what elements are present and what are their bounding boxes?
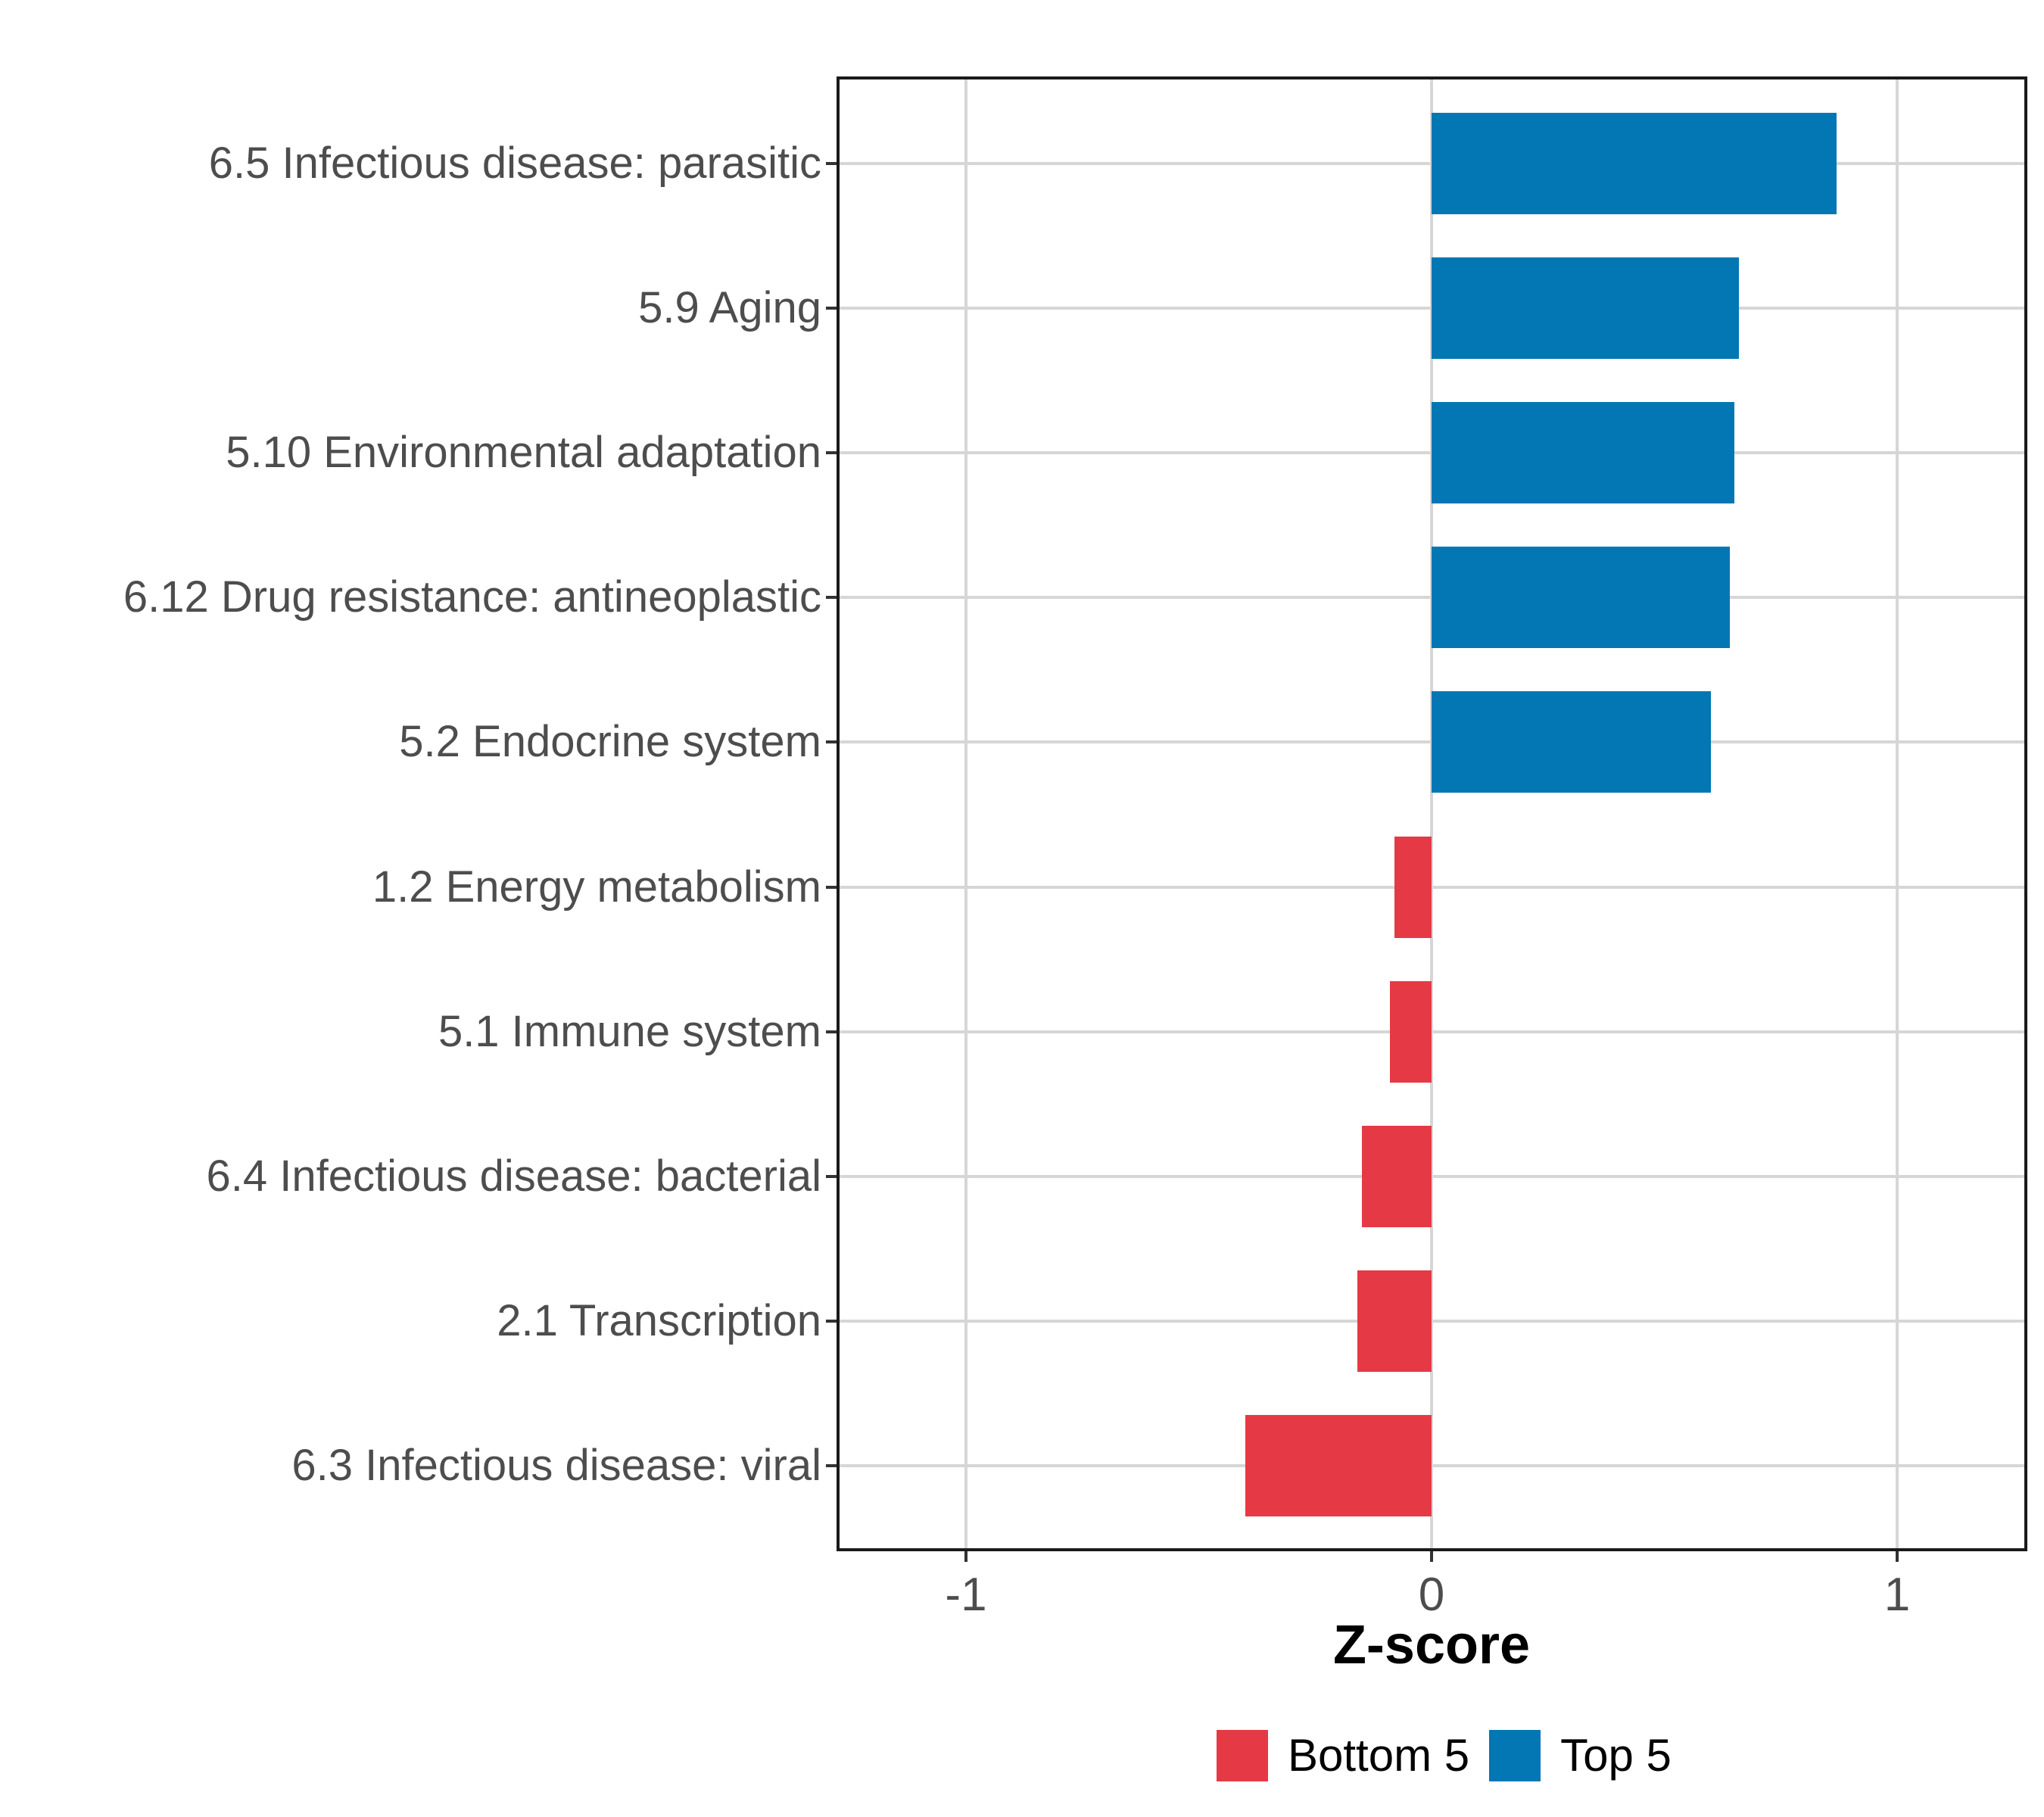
category-label: 2.1 Transcription (497, 1295, 821, 1345)
y-axis-tick (826, 162, 837, 165)
category-label: 6.3 Infectious disease: viral (291, 1440, 821, 1490)
y-gridline (837, 1463, 2027, 1467)
x-axis-tick (1896, 1551, 1899, 1562)
bar-top5 (1432, 257, 1739, 360)
y-axis-tick (826, 1030, 837, 1033)
bar-top5 (1432, 113, 1837, 214)
category-label: 5.9 Aging (638, 283, 821, 333)
bar-top5 (1432, 402, 1734, 504)
x-axis-tick-label: -1 (945, 1569, 987, 1621)
y-axis-tick (826, 596, 837, 600)
category-label: 6.12 Drug resistance: antineoplastic (123, 572, 821, 622)
y-gridline (837, 885, 2027, 889)
y-axis-tick (826, 885, 837, 889)
x-gridline (964, 76, 967, 1551)
y-axis-tick (826, 451, 837, 455)
legend-label: Bottom 5 (1288, 1730, 1470, 1781)
plot-panel (837, 76, 2027, 1551)
y-gridline (837, 1174, 2027, 1178)
bar-bottom5 (1394, 836, 1432, 938)
bar-top5 (1432, 691, 1711, 793)
y-axis-tick (826, 740, 837, 744)
legend-entry: Top 5 (1489, 1729, 1691, 1782)
x-axis-tick-label: 0 (1418, 1569, 1445, 1621)
legend-entry: Bottom 5 (1217, 1729, 1489, 1782)
legend-label: Top 5 (1560, 1730, 1672, 1781)
bar-bottom5 (1357, 1270, 1432, 1372)
category-label: 5.2 Endocrine system (399, 717, 821, 767)
y-gridline (837, 1319, 2027, 1323)
y-axis-tick (826, 1174, 837, 1178)
legend-swatch (1217, 1730, 1268, 1781)
x-gridline (1896, 76, 1899, 1551)
x-axis-title: Z-score (1332, 1615, 1531, 1675)
legend: Bottom 5 Top 5 (1217, 1729, 1691, 1782)
y-axis-tick (826, 307, 837, 310)
bar-bottom5 (1361, 1125, 1432, 1227)
legend-swatch (1489, 1730, 1541, 1781)
x-axis-tick (964, 1551, 967, 1562)
y-axis-tick (826, 1319, 837, 1323)
category-label: 6.5 Infectious disease: parasitic (208, 139, 821, 188)
category-label: 1.2 Energy metabolism (372, 862, 821, 912)
bar-bottom5 (1389, 980, 1432, 1083)
y-gridline (837, 1030, 2027, 1033)
bar-bottom5 (1245, 1414, 1432, 1516)
category-label: 6.4 Infectious disease: bacterial (206, 1151, 821, 1201)
bar-top5 (1432, 547, 1730, 649)
category-label: 5.10 Environmental adaptation (226, 428, 821, 478)
y-axis-tick (826, 1463, 837, 1467)
x-axis-tick-label: 1 (1884, 1569, 1911, 1621)
category-label: 5.1 Immune system (438, 1006, 821, 1056)
x-gridline (1430, 76, 1433, 1551)
x-axis-tick (1430, 1551, 1433, 1562)
